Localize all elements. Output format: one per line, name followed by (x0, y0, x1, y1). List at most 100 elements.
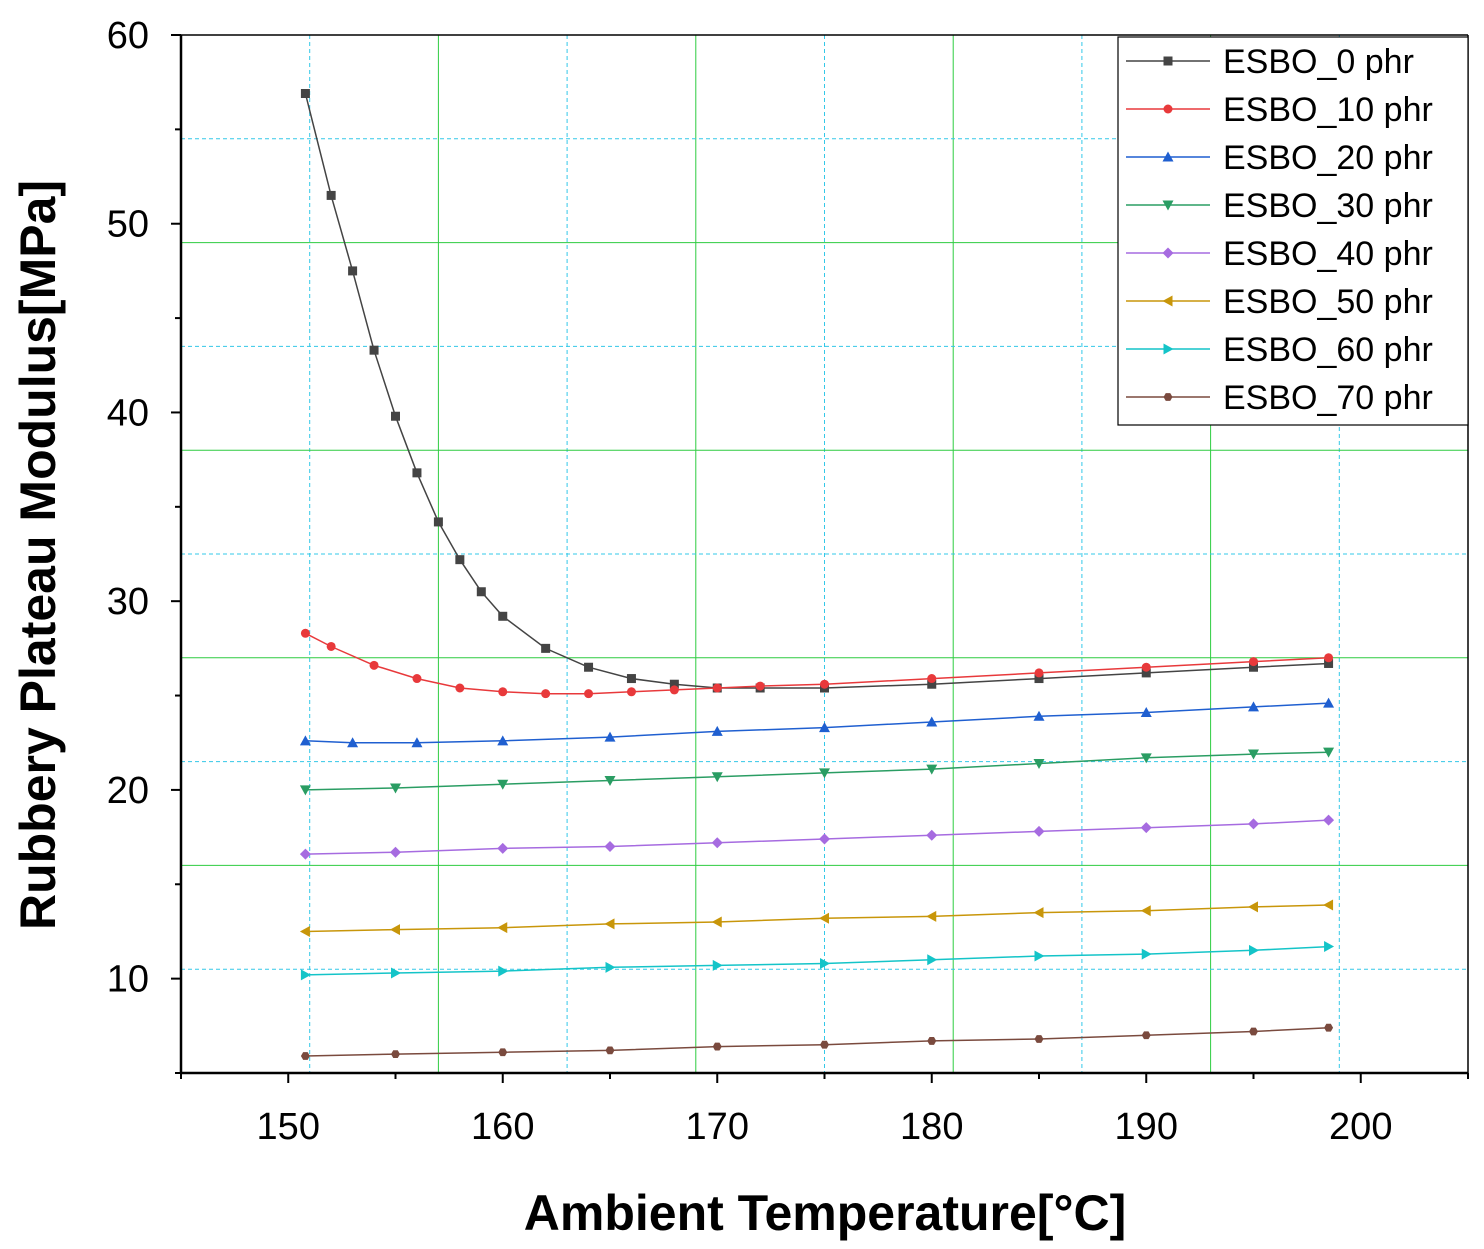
data-point (819, 768, 830, 779)
legend-swatch-marker (1162, 247, 1174, 259)
data-point (299, 925, 310, 937)
data-point (326, 641, 336, 651)
data-point (584, 662, 594, 672)
legend-label: ESBO_30 phr (1223, 187, 1433, 225)
legend-swatch-marker (1163, 56, 1173, 66)
x-tick-label: 150 (257, 1106, 320, 1148)
data-point (626, 687, 636, 697)
data-point (1034, 1035, 1044, 1043)
data-point (1249, 1027, 1258, 1036)
data-point (1034, 950, 1045, 962)
data-point (391, 411, 400, 421)
legend: ESBO_0 phr ESBO_10 phr ESBO_20 phr ESBO_30 … (1117, 36, 1469, 426)
data-point (497, 735, 509, 746)
data-point (299, 848, 311, 860)
data-point (1034, 668, 1044, 678)
legend-swatch-marker (1162, 200, 1174, 211)
data-point (669, 679, 679, 689)
legend-label: ESBO_70 phr (1223, 379, 1433, 417)
y-tick-label: 30 (107, 581, 149, 623)
data-point (712, 683, 722, 693)
data-point (669, 685, 679, 695)
data-point (390, 924, 400, 936)
data-point (1249, 662, 1258, 672)
data-point (584, 689, 594, 699)
data-point (927, 1037, 937, 1045)
data-point (604, 918, 615, 930)
series-line (305, 945, 1329, 976)
data-point (348, 266, 358, 276)
data-point (820, 679, 829, 689)
plot-series (299, 89, 1335, 1060)
data-point (711, 916, 722, 928)
data-point (1323, 747, 1335, 758)
data-point (605, 1046, 615, 1055)
legend-item: ESBO_60 phr (1126, 331, 1433, 369)
data-point (1324, 1023, 1334, 1032)
data-point (497, 779, 509, 790)
data-point (926, 910, 937, 922)
legend-label: ESBO_40 phr (1223, 235, 1433, 273)
legend-swatch-marker (1163, 343, 1174, 355)
series-3 (299, 697, 1335, 748)
y-axis-title: Rubbery Plateau Modulus[MPa] (10, 180, 66, 930)
data-point (412, 468, 422, 478)
data-point (1249, 657, 1258, 667)
data-point (391, 967, 401, 979)
data-point (498, 965, 509, 977)
data-point (300, 1052, 310, 1060)
x-tick-label: 200 (1329, 1106, 1392, 1148)
data-point (820, 958, 830, 970)
series-5 (299, 814, 1335, 860)
data-point (927, 679, 937, 689)
data-point (1323, 697, 1335, 708)
x-tick-label: 190 (1115, 1106, 1178, 1148)
data-point (455, 683, 465, 693)
series-2 (300, 628, 1334, 699)
x-tick-label: 180 (900, 1106, 963, 1148)
data-point (926, 829, 938, 841)
legend-swatch-marker (1162, 151, 1174, 162)
legend-label: ESBO_0 phr (1223, 43, 1414, 81)
data-point (604, 775, 616, 786)
data-point (433, 517, 443, 527)
data-point (411, 737, 423, 748)
legend-item: ESBO_50 phr (1126, 283, 1433, 321)
series-6 (299, 899, 1334, 937)
legend-item: ESBO_70 phr (1126, 379, 1433, 417)
series-line (305, 751, 1329, 791)
data-point (820, 1040, 829, 1049)
data-point (369, 660, 379, 670)
data-point (326, 190, 336, 200)
y-tick-label: 10 (107, 959, 149, 1001)
series-line (304, 93, 1329, 689)
data-point (412, 674, 422, 684)
data-point (1141, 662, 1151, 672)
data-point (604, 731, 616, 742)
series-7 (300, 941, 1335, 981)
data-point (1033, 710, 1045, 721)
data-point (299, 735, 311, 746)
data-point (1324, 658, 1334, 668)
legend-label: ESBO_50 phr (1223, 283, 1433, 321)
data-point (1034, 674, 1044, 684)
legend-item: ESBO_10 phr (1126, 91, 1433, 129)
data-point (1324, 941, 1335, 953)
legend-label: ESBO_20 phr (1223, 139, 1433, 177)
series-line (305, 904, 1329, 933)
data-point (604, 841, 616, 853)
series-line (305, 819, 1329, 855)
data-point (711, 725, 723, 736)
data-point (605, 961, 616, 973)
data-point (498, 687, 508, 697)
data-point (926, 716, 938, 727)
data-point (541, 643, 551, 653)
data-point (497, 922, 508, 934)
data-point (1248, 818, 1259, 830)
legend-item: ESBO_30 phr (1126, 187, 1433, 225)
series-8 (300, 1023, 1334, 1060)
data-point (390, 846, 401, 858)
data-point (347, 737, 359, 748)
data-point (711, 772, 723, 783)
